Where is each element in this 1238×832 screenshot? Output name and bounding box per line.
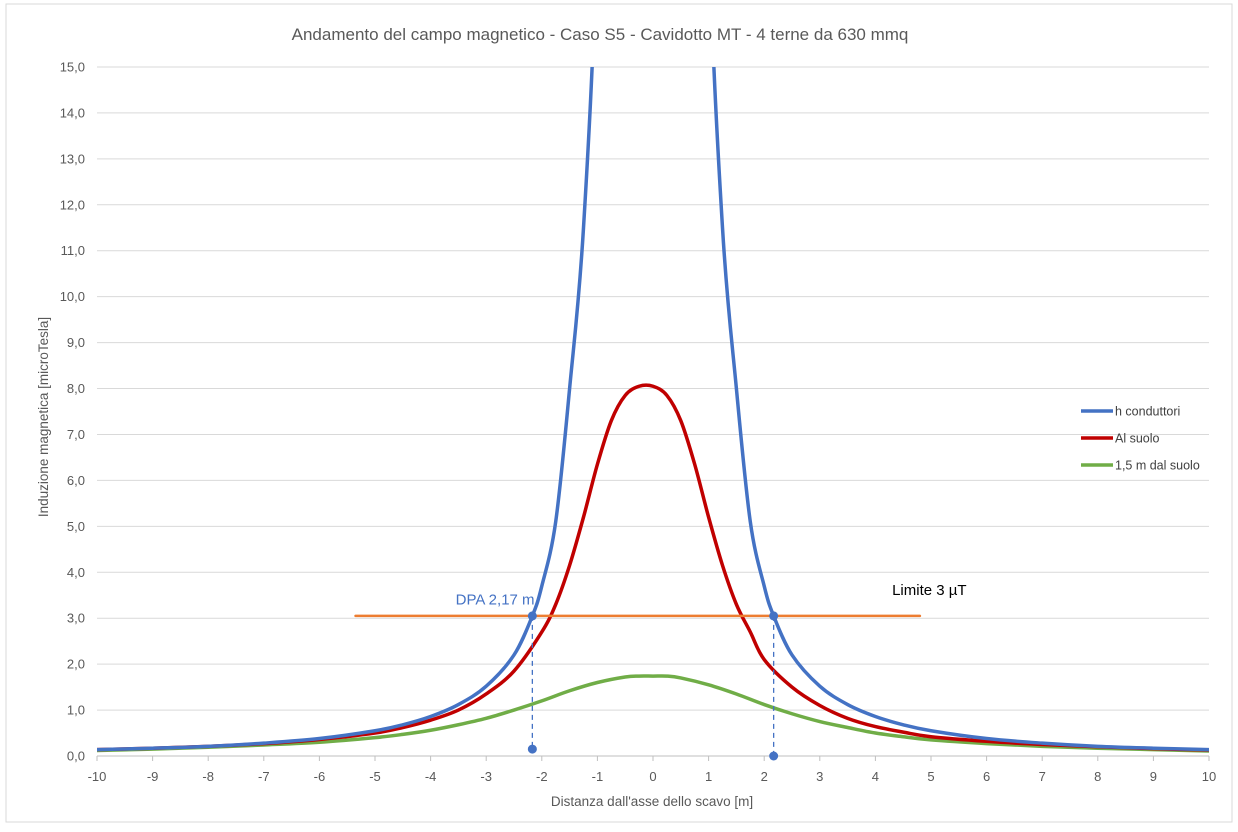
x-tick-label: 3 [816,769,823,784]
y-tick-label: 4,0 [67,565,85,580]
y-tick-label: 11,0 [61,243,85,258]
x-tick-label: 5 [927,769,934,784]
y-tick-label: 13,0 [60,151,85,166]
x-tick-label: -7 [258,769,270,784]
y-tick-label: 15,0 [60,60,85,75]
annotation-label: Limite 3 µT [892,582,967,599]
x-tick-label: 7 [1039,769,1046,784]
chart-title: Andamento del campo magnetico - Caso S5 … [292,25,909,44]
y-tick-label: 7,0 [67,427,85,442]
dpa-base-point [527,744,537,754]
y-tick-label: 12,0 [60,197,85,212]
x-tick-label: -5 [369,769,381,784]
grid [96,66,1210,761]
legend: h conduttori Al suolo 1,5 m dal suolo [1081,405,1200,473]
annotations: DPA 2,17 m Limite 3 µT [456,582,967,608]
y-tick-label: 8,0 [67,381,85,396]
y-tick-label: 2,0 [67,657,85,672]
y-tick-label: 10,0 [60,289,85,304]
legend-label: h conduttori [1115,405,1180,419]
chart-border [5,3,1233,823]
x-tick-label: 10 [1202,769,1216,784]
x-axis-label: Distanza dall'asse dello scavo [m] [551,794,753,809]
legend-label: Al suolo [1115,432,1160,446]
x-tick-label: 2 [761,769,768,784]
y-tick-label: 5,0 [67,519,85,534]
y-tick-label: 6,0 [67,473,85,488]
x-tick-label: -1 [592,769,604,784]
series-line-al-suolo [97,383,1209,752]
annotation-label: DPA 2,17 m [456,591,535,608]
dpa-intersection-point [527,611,537,621]
y-tick-label: 3,0 [67,611,85,626]
x-tick-label: 9 [1150,769,1157,784]
dpa-markers [527,611,779,761]
x-tick-label: -4 [425,769,437,784]
y-tick-label: 14,0 [60,105,85,120]
x-tick-label: 1 [705,769,712,784]
x-tick-label: -6 [314,769,326,784]
x-tick-label: 8 [1094,769,1101,784]
series-group [97,67,1209,753]
x-tick-label: 0 [649,769,656,784]
x-tick-label: -8 [202,769,214,784]
y-tick-label: 9,0 [67,335,85,350]
y-tick-label: 0,0 [67,749,85,764]
y-tick-label: 1,0 [67,703,85,718]
tick-labels: 0,01,02,03,04,05,06,07,08,09,010,011,012… [60,60,1217,785]
x-tick-label: -10 [88,769,107,784]
legend-label: 1,5 m dal suolo [1115,459,1200,473]
x-tick-label: -9 [147,769,159,784]
series-line-1-5-m-dal-suolo [97,674,1209,753]
x-tick-label: 6 [983,769,990,784]
y-axis-label: Induzione magnetica [microTesla] [36,317,51,517]
series-line-h-conduttori [97,67,1209,752]
dpa-intersection-point [769,611,779,621]
x-tick-label: 4 [872,769,879,784]
dpa-base-point [769,751,779,761]
x-tick-label: -2 [536,769,548,784]
x-tick-label: -3 [480,769,492,784]
